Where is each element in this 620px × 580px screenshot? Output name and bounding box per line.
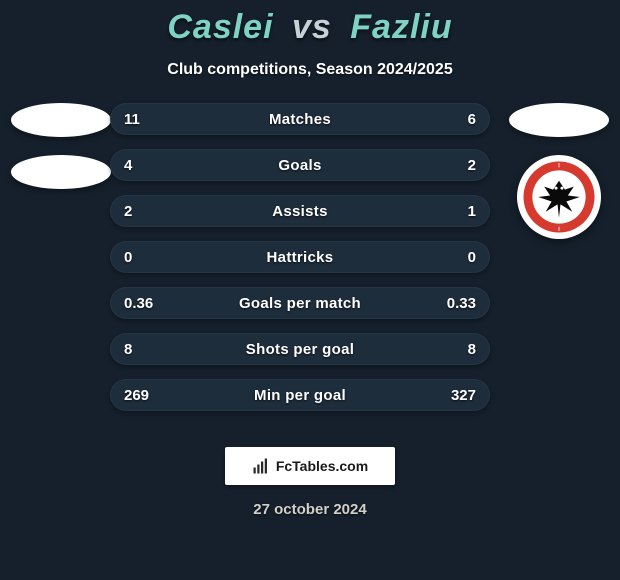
stat-row: 269 Min per goal 327 (110, 379, 490, 411)
right-club-crest (517, 155, 601, 239)
stat-label: Matches (269, 111, 331, 128)
brand-box: FcTables.com (225, 447, 395, 485)
stat-right-value: 0.33 (447, 287, 476, 319)
left-club-ellipse-1 (11, 103, 111, 137)
stat-label: Assists (272, 203, 327, 220)
stat-left-value: 0.36 (124, 287, 153, 319)
stat-label: Hattricks (267, 249, 334, 266)
right-club-stack (504, 103, 614, 239)
stat-label: Goals (278, 157, 321, 174)
stat-left-value: 8 (124, 333, 132, 365)
left-club-stack (6, 103, 116, 189)
stat-row: 2 Assists 1 (110, 195, 490, 227)
subtitle: Club competitions, Season 2024/2025 (0, 61, 620, 79)
fc-aarau-crest-icon (522, 160, 596, 234)
stat-left-value: 4 (124, 149, 132, 181)
left-club-ellipse-2 (11, 155, 111, 189)
stat-label: Shots per goal (246, 341, 354, 358)
stat-right-value: 2 (468, 149, 476, 181)
stat-right-value: 0 (468, 241, 476, 273)
player1-name: Caslei (167, 8, 273, 46)
brand-text: FcTables.com (276, 458, 368, 474)
page-title: Caslei vs Fazliu (0, 8, 620, 47)
stat-row: 4 Goals 2 (110, 149, 490, 181)
stat-label: Min per goal (254, 387, 346, 404)
bar-chart-icon (252, 457, 270, 475)
stat-row: 8 Shots per goal 8 (110, 333, 490, 365)
stat-right-value: 327 (451, 379, 476, 411)
vs-label: vs (292, 8, 332, 46)
stat-left-value: 11 (124, 103, 140, 135)
right-club-ellipse-1 (509, 103, 609, 137)
stat-right-value: 8 (468, 333, 476, 365)
stat-row: 0 Hattricks 0 (110, 241, 490, 273)
content-root: Caslei vs Fazliu Club competitions, Seas… (0, 0, 620, 580)
stat-row: 11 Matches 6 (110, 103, 490, 135)
stat-right-value: 6 (468, 103, 476, 135)
player2-name: Fazliu (350, 8, 452, 46)
comparison-arena: 11 Matches 6 4 Goals 2 2 Assists 1 0 Hat… (0, 103, 620, 423)
date-text: 27 october 2024 (0, 501, 620, 518)
stat-row: 0.36 Goals per match 0.33 (110, 287, 490, 319)
stat-left-value: 269 (124, 379, 149, 411)
stat-left-value: 0 (124, 241, 132, 273)
stat-right-value: 1 (468, 195, 476, 227)
stat-label: Goals per match (239, 295, 361, 312)
stat-left-value: 2 (124, 195, 132, 227)
stat-rows: 11 Matches 6 4 Goals 2 2 Assists 1 0 Hat… (110, 103, 490, 411)
